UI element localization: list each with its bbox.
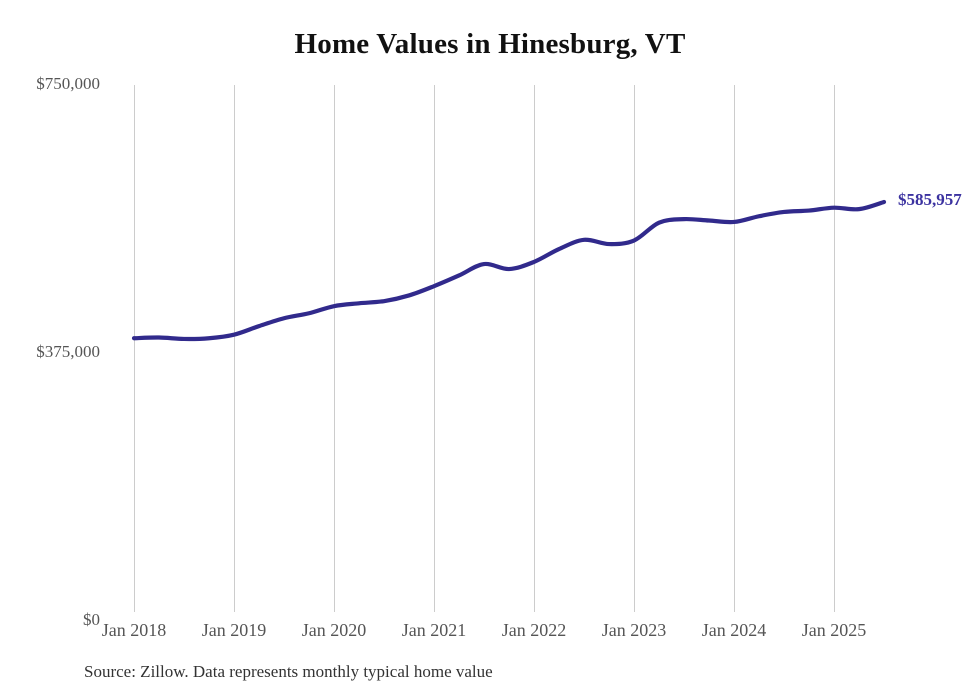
y-tick-label: $375,000 xyxy=(36,342,100,361)
end-value-annotation: $585,957 xyxy=(898,190,962,210)
y-tick-label: $750,000 xyxy=(36,74,100,93)
x-tick-label-jan-2018: Jan 2018 xyxy=(101,620,167,640)
x-tick-label-jan-2022: Jan 2022 xyxy=(501,620,567,640)
y-tick-750000: $750,000 xyxy=(0,74,100,94)
x-tick-label-jan-2020: Jan 2020 xyxy=(301,620,367,640)
x-tick-label-jan-2024: Jan 2024 xyxy=(701,620,767,640)
source-note: Source: Zillow. Data represents monthly … xyxy=(84,662,493,681)
x-tick-label-jan-2021: Jan 2021 xyxy=(401,620,467,640)
chart-title: Home Values in Hinesburg, VT xyxy=(294,28,686,60)
x-tick-label-jan-2025: Jan 2025 xyxy=(801,620,867,640)
x-tick-label-jan-2023: Jan 2023 xyxy=(601,620,667,640)
y-tick-label: $0 xyxy=(83,610,100,629)
y-tick-375000: $375,000 xyxy=(0,342,100,362)
y-tick-0: $0 xyxy=(0,610,100,630)
x-tick-label-jan-2019: Jan 2019 xyxy=(201,620,267,640)
gridlines xyxy=(134,85,835,612)
value-series-line xyxy=(131,199,887,342)
